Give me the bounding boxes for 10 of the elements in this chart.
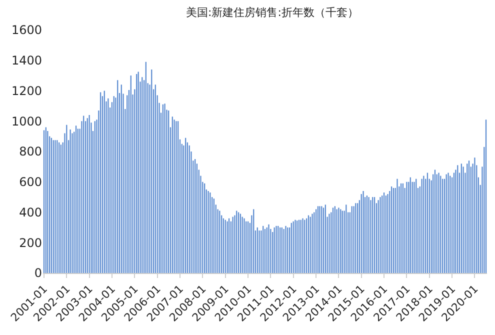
y-tick-label: 800: [19, 144, 42, 159]
y-tick-label: 1600: [11, 23, 42, 38]
y-tick-label: 200: [19, 236, 42, 250]
y-tick-label: 400: [19, 205, 42, 220]
y-tick-label: 0: [34, 266, 42, 280]
y-tick-label: 600: [19, 175, 42, 190]
y-tick-label: 1000: [11, 114, 42, 128]
chart-title: 美国:新建住房销售:折年数（千套）: [186, 6, 358, 20]
y-tick-label: 1400: [11, 54, 42, 68]
y-tick-label: 1200: [11, 84, 42, 98]
